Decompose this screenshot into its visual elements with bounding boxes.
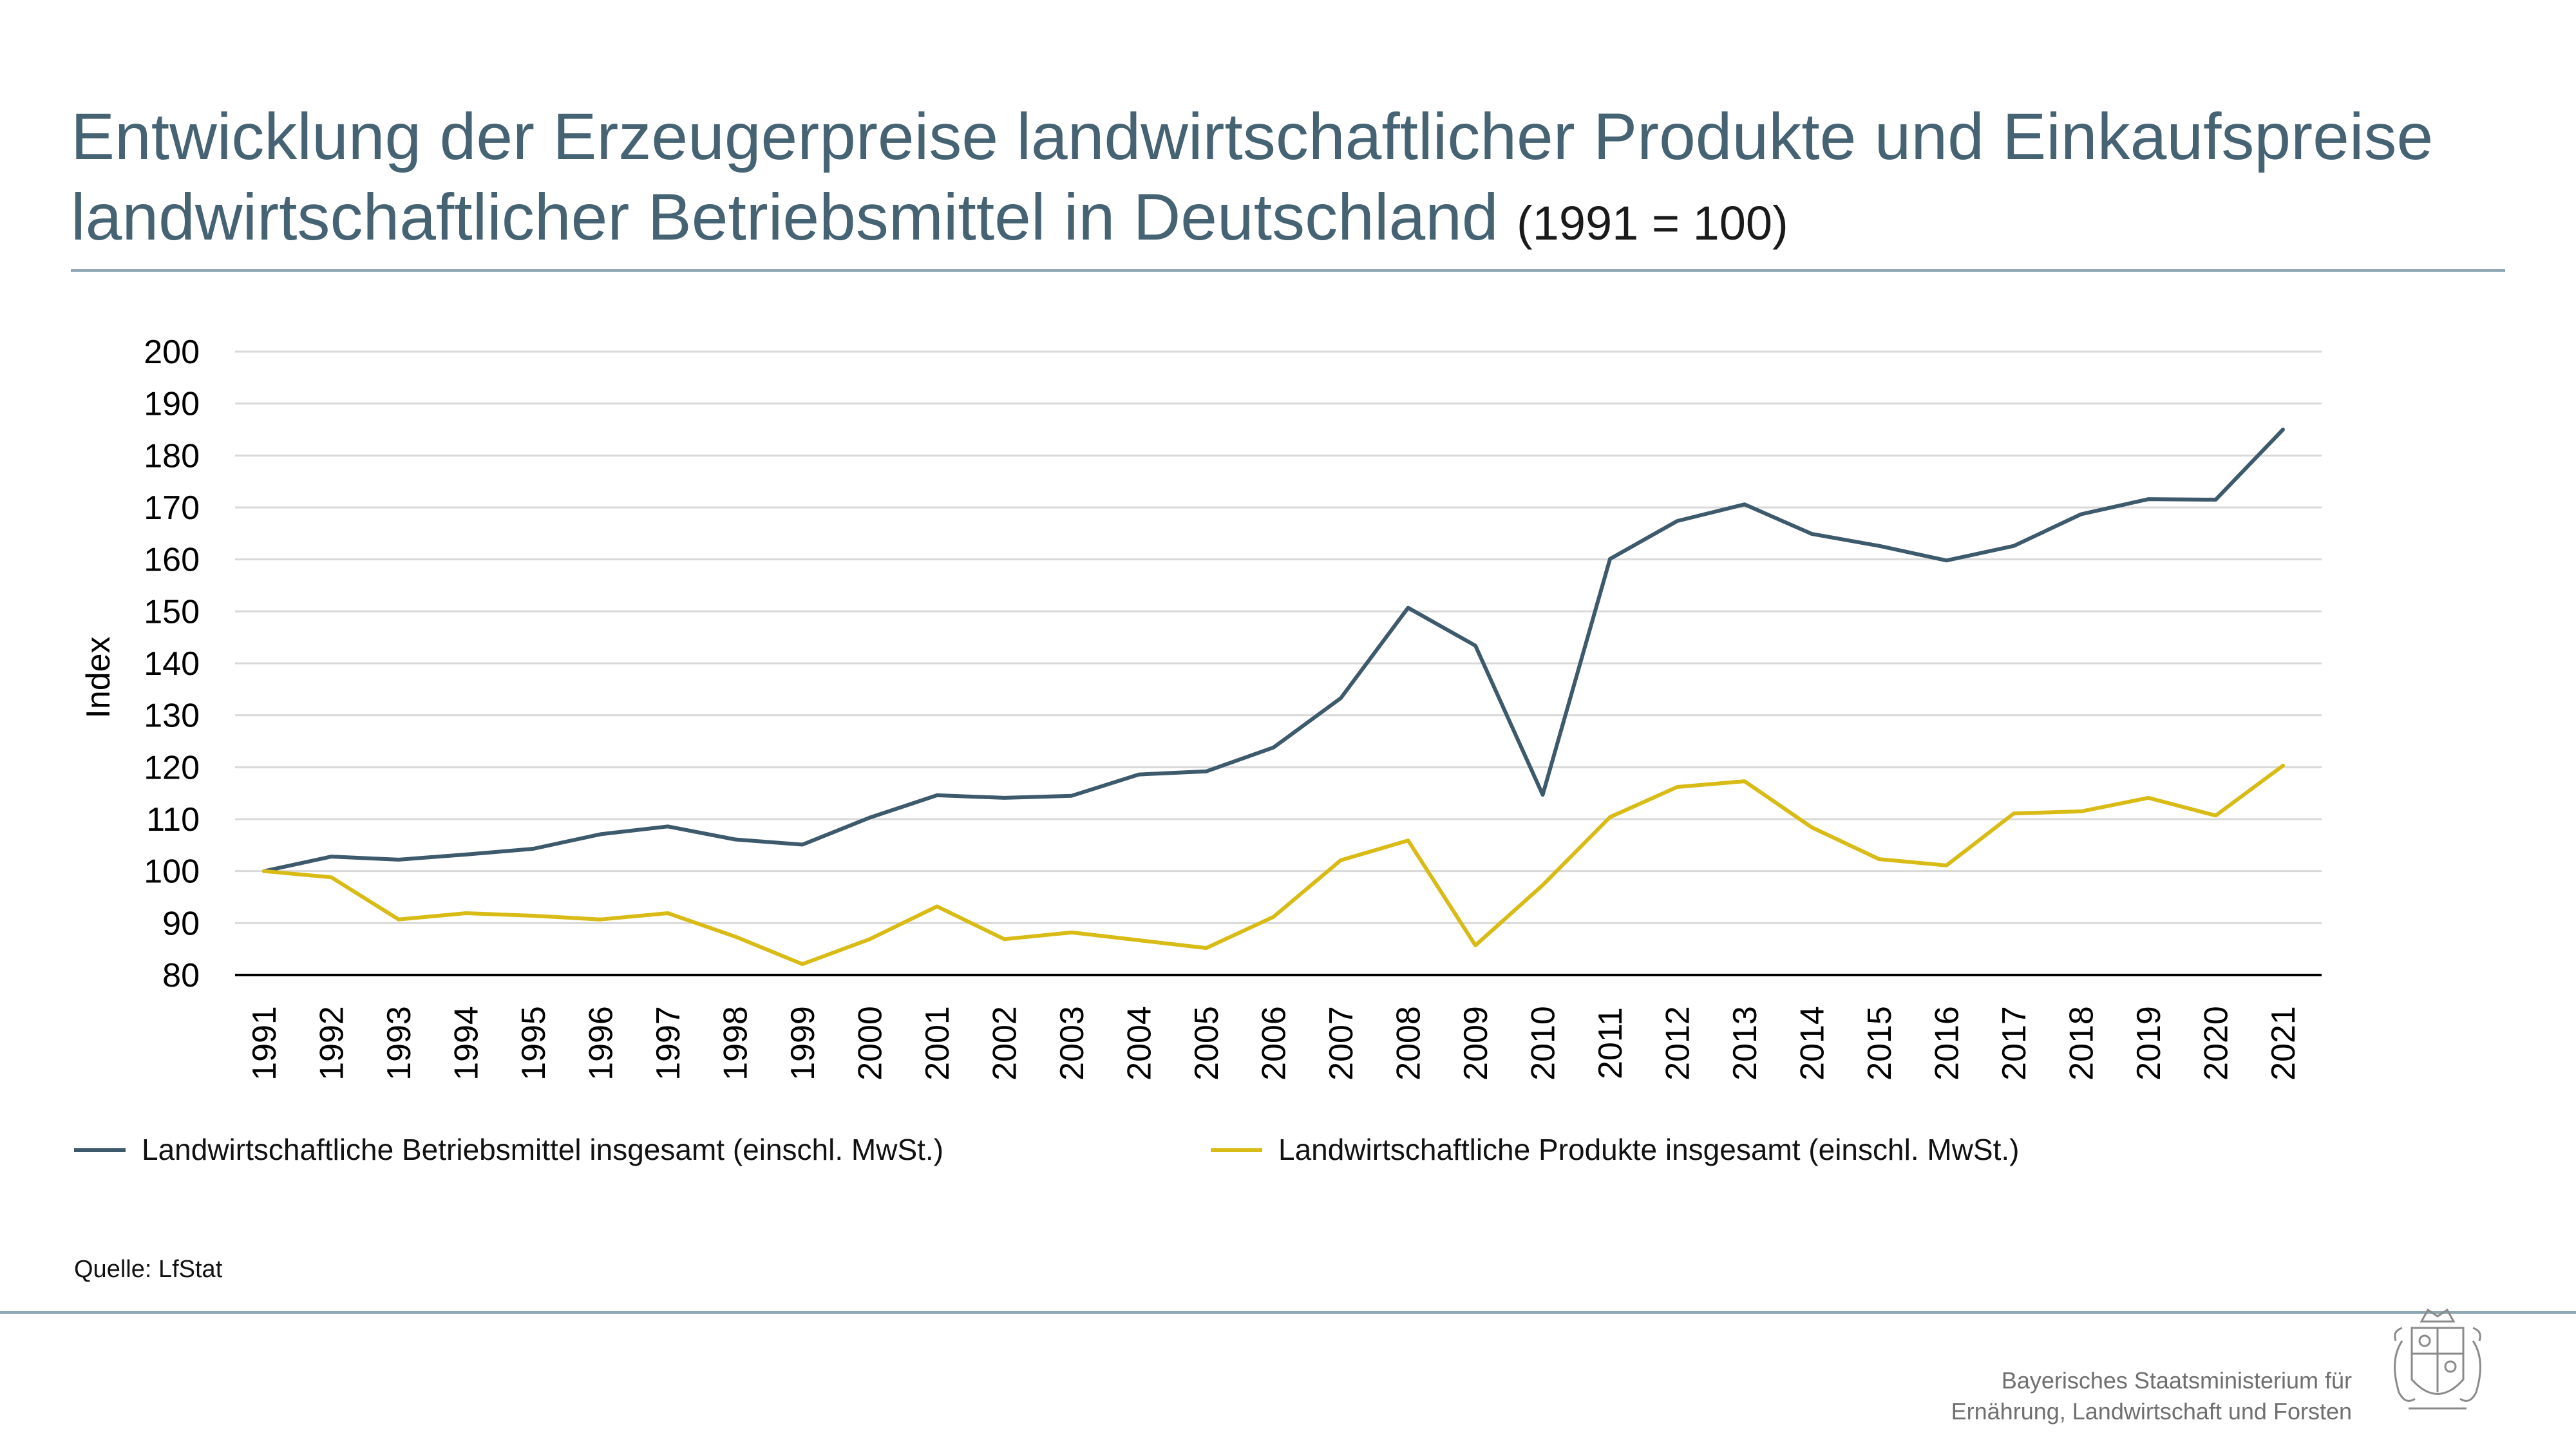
x-tick-label: 2017 [1996,1006,2033,1081]
x-tick-label: 2001 [919,1006,956,1081]
x-tick-label: 2010 [1525,1006,1562,1081]
chart-title: Entwicklung der Erzeugerpreise landwirts… [71,97,2454,263]
chart-title-line-2: landwirtschaftlicher Betriebsmittel in D… [71,177,2454,263]
x-tick-label: 2013 [1727,1006,1764,1081]
y-axis-label: Index [80,636,117,718]
x-tick-label: 2019 [2130,1006,2168,1081]
x-tick-label: 2014 [1794,1006,1832,1081]
y-tick-label: 170 [144,489,200,527]
series-lines [262,428,2285,967]
x-tick-label: 2008 [1390,1006,1428,1081]
x-tick-label: 1994 [448,1006,486,1081]
x-tick-label: 1996 [583,1006,620,1081]
y-tick-label: 80 [162,957,200,994]
x-tick-label: 2015 [1861,1006,1899,1081]
x-tick-label: 2005 [1188,1006,1226,1081]
chart-title-line-2-text: landwirtschaftlicher Betriebsmittel in D… [71,180,1499,254]
series-line-1 [262,428,2285,873]
y-axis-tick-labels: 80 90 100 110 120 130 140 150 160 170 180 190 200 [144,334,200,994]
y-tick-label: 110 [146,801,200,838]
source-note: Quelle: LfStat [74,1256,223,1283]
grid-lines [235,350,2322,924]
x-tick-label: 2000 [852,1006,889,1081]
x-tick-label: 2007 [1323,1006,1360,1081]
x-tick-label: 1991 [246,1006,283,1081]
x-axis-tick-labels: 1991 1992 1993 1994 1995 1996 1997 1998 1999 2000… [246,1006,2302,1081]
x-tick-label: 2018 [2063,1006,2101,1081]
title-divider [71,269,2505,272]
y-tick-label: 150 [144,593,200,630]
y-tick-label: 100 [144,853,200,891]
y-tick-label: 190 [144,386,200,423]
x-tick-label: 2003 [1054,1006,1091,1081]
y-tick-label: 130 [144,697,200,735]
x-tick-label: 1993 [381,1006,418,1081]
x-tick-label: 2006 [1256,1006,1293,1081]
legend-label-2: Landwirtschaftliche Produkte insgesamt (… [1278,1133,2019,1166]
x-tick-label: 1992 [314,1006,351,1081]
x-tick-label: 2011 [1592,1007,1629,1079]
footer-divider [0,1311,2576,1314]
chart-title-suffix: (1991 = 100) [1517,196,1788,250]
x-tick-label: 2016 [1929,1006,1966,1081]
line-chart: 80 90 100 110 120 130 140 150 160 170 180 190 200 19… [74,334,2322,1166]
y-tick-label: 140 [144,645,200,683]
ministry-name: Bayerisches Staatsministerium für Ernähr… [1951,1365,2352,1427]
bavarian-coat-of-arms-icon [2394,1308,2481,1410]
x-tick-label: 2012 [1660,1006,1697,1081]
x-tick-label: 1998 [717,1006,755,1081]
x-tick-label: 2020 [2198,1006,2235,1081]
x-tick-label: 2021 [2265,1006,2302,1081]
y-tick-label: 90 [162,905,200,942]
y-tick-label: 200 [144,334,200,371]
x-tick-label: 1997 [650,1006,687,1081]
chart-title-line-1: Entwicklung der Erzeugerpreise landwirts… [71,100,2434,173]
x-tick-label: 2002 [987,1006,1024,1081]
legend-label-1: Landwirtschaftliche Betriebsmittel insge… [142,1133,943,1166]
x-tick-label: 1999 [784,1006,822,1081]
y-tick-label: 180 [144,437,200,475]
x-tick-label: 2004 [1121,1006,1159,1081]
y-tick-label: 120 [144,749,200,786]
y-tick-label: 160 [144,542,200,579]
legend: Landwirtschaftliche Betriebsmittel insge… [74,1133,2019,1166]
x-tick-label: 1995 [515,1006,553,1081]
series-line-2 [262,763,2285,967]
x-tick-label: 2009 [1457,1006,1495,1081]
ministry-name-line-2: Ernährung, Landwirtschaft und Forsten [1951,1398,2352,1425]
ministry-name-line-1: Bayerisches Staatsministerium für [2001,1367,2352,1394]
